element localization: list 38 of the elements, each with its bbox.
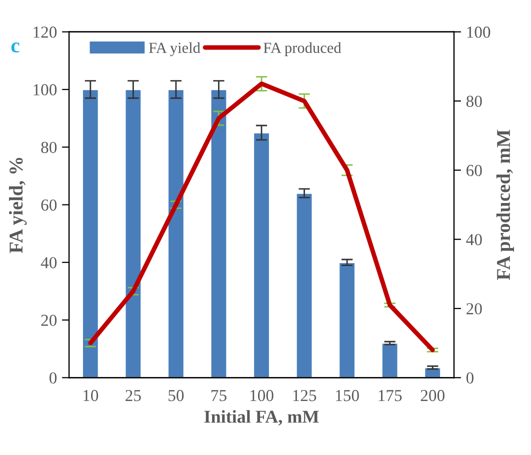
bar: [252, 132, 270, 378]
y2-axis-title: FA produced, mM: [496, 130, 514, 280]
line-series: [88, 81, 435, 352]
legend-label: FA produced: [264, 42, 342, 56]
bar: [124, 88, 142, 378]
y-tick-label: 120: [34, 26, 57, 38]
bar: [338, 262, 356, 378]
x-tick-label: 100: [250, 390, 274, 402]
y-tick-label: 100: [34, 84, 57, 96]
y-tick-label: 40: [40, 257, 57, 268]
bar: [424, 366, 442, 378]
x-tick-label: 25: [126, 390, 141, 402]
y-tick-label: 20: [41, 314, 57, 326]
bar: [167, 88, 185, 378]
x-axis-title: Initial FA, mM: [204, 410, 319, 426]
y-tick-label: 60: [41, 199, 57, 211]
y2-tick-label: 40: [466, 234, 482, 246]
y2-tick-label: 20: [466, 303, 482, 314]
x-tick-label: 10: [84, 390, 98, 402]
x-tick-label: 200: [420, 390, 444, 402]
text: c: [11, 42, 20, 53]
y2-tick-label: 0: [466, 372, 474, 384]
y2-tick-label: 100: [467, 26, 490, 38]
y-tick-label: 80: [41, 142, 57, 154]
y2-tick-label: 60: [466, 164, 482, 176]
y2-tick-label: 80: [466, 96, 482, 107]
bar: [381, 342, 399, 378]
x-tick-label: 75: [212, 390, 226, 402]
x-tick-label: 175: [378, 390, 402, 402]
x-tick-label: 50: [168, 390, 184, 402]
legend-label: FA yield: [148, 42, 200, 56]
bar: [82, 88, 100, 378]
x-tick-label: 125: [293, 390, 316, 402]
bar: [210, 88, 228, 378]
bar: [295, 192, 314, 378]
y-axis-title: FA yield, %: [8, 158, 27, 254]
y-tick-label: 0: [50, 372, 57, 384]
x-tick-label: 150: [336, 390, 359, 402]
